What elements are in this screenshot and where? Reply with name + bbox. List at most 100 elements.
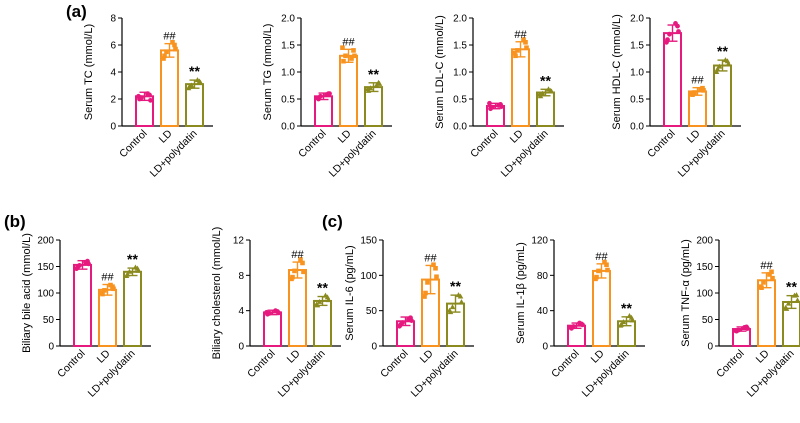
data-point	[490, 104, 495, 110]
data-point	[289, 276, 294, 282]
data-point	[722, 57, 729, 63]
y-axis-label: Serum IL-6 (pg/mL)	[344, 245, 356, 340]
y-axis-label: Serum HDL-C (mmol/L)	[611, 14, 623, 130]
bar-ld	[160, 49, 179, 127]
data-point	[449, 304, 456, 310]
data-point	[539, 90, 546, 96]
y-axis-label: Serum TNF-α (pg/mL)	[680, 239, 692, 347]
significance-label: ##	[291, 249, 304, 261]
data-point	[364, 86, 371, 92]
data-point	[596, 268, 601, 274]
significance-label: ##	[342, 36, 355, 48]
y-axis-label: Serum LDL-C (mmol/L)	[434, 15, 446, 129]
y-tick-label: 200	[37, 236, 54, 247]
data-point	[513, 53, 518, 59]
y-axis-label: Serum TG (mmol/L)	[262, 24, 274, 121]
data-point	[446, 307, 453, 313]
data-point	[300, 260, 305, 266]
chart-5: 0 50 100 150 200 Biliary bile acid (mmol/L) Co…	[21, 233, 151, 400]
data-point	[161, 56, 166, 61]
data-point	[136, 93, 141, 99]
y-tick-label: 2.0	[281, 14, 295, 25]
data-point	[148, 97, 153, 103]
bar-ld-polydatin	[123, 270, 142, 347]
y-tick-label: 100	[37, 289, 54, 300]
data-point	[340, 45, 345, 50]
bar-ld-polydatin	[364, 86, 383, 128]
data-point	[349, 56, 354, 61]
significance-label: **	[786, 279, 797, 295]
data-point	[102, 288, 107, 293]
y-tick-label: 0.5	[630, 95, 644, 106]
y-tick-label: 4	[110, 68, 116, 79]
significance-label: **	[368, 66, 379, 82]
data-point	[455, 292, 462, 298]
x-tick-label: Control	[714, 348, 746, 380]
significance-label: **	[189, 63, 200, 79]
x-tick-label: Control	[296, 128, 328, 160]
data-point	[315, 95, 320, 101]
data-point	[524, 45, 529, 50]
data-point	[434, 274, 439, 280]
x-tick-label: Control	[378, 348, 410, 380]
y-tick-label: 1.5	[630, 41, 644, 52]
bar-ld	[511, 48, 530, 127]
y-tick-label: 8	[110, 14, 116, 25]
data-point	[327, 91, 332, 96]
data-point	[431, 262, 436, 268]
y-axis-label: Biliary cholesterol (mmol/L)	[211, 227, 223, 360]
data-point	[188, 82, 195, 88]
y-tick-label: 0	[707, 342, 713, 353]
y-tick-label: 200	[696, 236, 713, 247]
data-point	[629, 317, 636, 323]
data-point	[536, 91, 543, 97]
data-point	[580, 322, 585, 328]
y-tick-label: 0.5	[453, 95, 467, 106]
data-point	[791, 292, 798, 298]
data-point	[397, 323, 402, 329]
x-tick-label: LD	[157, 127, 175, 145]
data-point	[716, 63, 723, 69]
data-point	[785, 300, 792, 306]
data-point	[698, 86, 703, 92]
data-point	[767, 272, 772, 277]
data-point	[164, 49, 169, 55]
data-point	[74, 266, 79, 272]
data-point	[626, 312, 633, 318]
data-point	[276, 310, 281, 316]
data-point	[126, 268, 133, 274]
data-point	[521, 37, 526, 42]
significance-label: **	[621, 300, 632, 316]
y-tick-label: 0	[110, 122, 116, 133]
data-point	[351, 48, 356, 53]
y-tick-label: 0	[542, 342, 548, 353]
x-tick-label: LD	[685, 127, 703, 145]
data-point	[316, 298, 323, 304]
bar-ld	[592, 269, 611, 347]
y-axis-label: Serum TC (mmol/L)	[83, 24, 95, 120]
y-tick-label: 0.0	[630, 122, 644, 133]
x-tick-label: Control	[468, 128, 500, 160]
data-point	[409, 318, 414, 323]
data-point	[341, 58, 346, 64]
x-tick-label: Control	[549, 348, 581, 380]
data-point	[400, 320, 405, 326]
data-point	[194, 77, 201, 83]
chart-9: 0 50 100 150 200 Serum TNF-α (pg/mL) Control ##…	[680, 236, 800, 400]
x-tick-label: LD	[508, 127, 526, 145]
data-point	[664, 39, 669, 45]
chart-2: 0.0 0.5 1.0 1.5 2.0 Serum TG (mmol/L) Control #…	[262, 14, 392, 180]
data-point	[423, 290, 428, 296]
data-point	[745, 326, 750, 331]
data-point	[292, 268, 297, 274]
y-tick-label: 50	[43, 315, 55, 326]
data-point	[172, 42, 177, 48]
bar-ld	[288, 269, 307, 347]
y-tick-label: 1.5	[453, 41, 467, 52]
data-point	[769, 269, 774, 275]
y-tick-label: 2.0	[453, 14, 467, 25]
chart-3: 0.0 0.5 1.0 1.5 2.0 Serum LDL-C (mmol/L) Contr…	[434, 14, 564, 180]
data-point	[617, 322, 624, 328]
y-tick-label: 40	[537, 306, 549, 317]
